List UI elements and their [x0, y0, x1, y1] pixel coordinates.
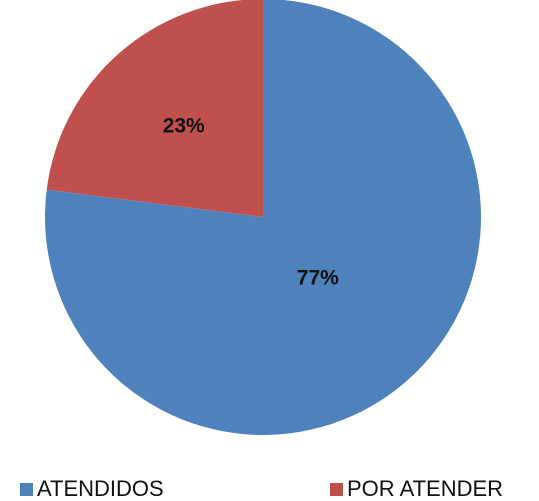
data-label: 77% [297, 267, 339, 290]
pie-slice [45, 0, 481, 435]
legend-label: ATENDIDOS [37, 476, 164, 501]
legend-swatch [330, 483, 343, 496]
pie-slice [46, 0, 263, 217]
legend-swatch [20, 483, 33, 496]
data-label: 23% [163, 115, 205, 138]
legend-label: POR ATENDER [347, 476, 503, 501]
